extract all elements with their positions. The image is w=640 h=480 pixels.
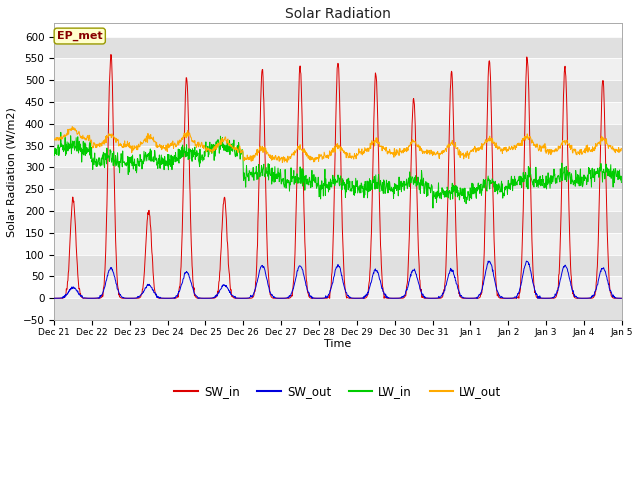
Bar bbox=[54, 189, 622, 211]
X-axis label: Time: Time bbox=[324, 339, 351, 349]
Bar bbox=[54, 145, 622, 168]
Bar bbox=[54, 124, 622, 145]
Title: Solar Radiation: Solar Radiation bbox=[285, 7, 391, 21]
Text: EP_met: EP_met bbox=[57, 31, 102, 41]
Bar bbox=[54, 211, 622, 233]
Bar bbox=[54, 36, 622, 59]
Bar bbox=[54, 59, 622, 80]
Legend: SW_in, SW_out, LW_in, LW_out: SW_in, SW_out, LW_in, LW_out bbox=[170, 381, 506, 403]
Bar bbox=[54, 80, 622, 102]
Bar bbox=[54, 255, 622, 276]
Bar bbox=[54, 168, 622, 189]
Y-axis label: Solar Radiation (W/m2): Solar Radiation (W/m2) bbox=[7, 107, 17, 237]
Bar bbox=[54, 102, 622, 124]
Bar bbox=[54, 298, 622, 320]
Bar bbox=[54, 233, 622, 255]
Bar bbox=[54, 276, 622, 298]
